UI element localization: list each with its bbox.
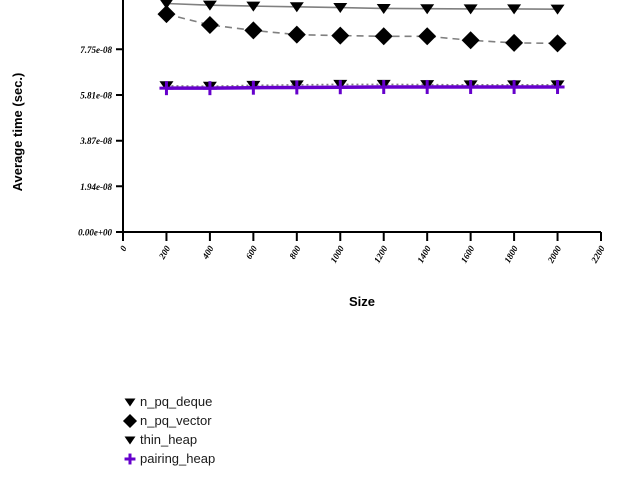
marker-plus	[333, 80, 348, 95]
marker-plus	[289, 80, 304, 95]
chart-legend: n_pq_deque n_pq_vector thin_heap pairing_he…	[122, 394, 216, 466]
marker-diamond	[374, 27, 393, 46]
marker-plus	[376, 79, 391, 94]
legend-label: n_pq_vector	[140, 413, 212, 428]
legend-item-n_pq_vector[interactable]: n_pq_vector	[122, 413, 212, 429]
marker-triangle-down	[289, 2, 304, 13]
y-axis-title: Average time (sec.)	[10, 73, 25, 192]
x-tick-label: 200	[156, 244, 172, 262]
marker-triangle-down	[507, 4, 522, 15]
x-tick-label: 1800	[502, 244, 520, 265]
x-tick-label: 1200	[372, 244, 390, 265]
marker-triangle-down	[124, 398, 136, 407]
marker-diamond	[244, 21, 263, 40]
series-line	[166, 13, 558, 45]
legend-item-thin_heap[interactable]: thin_heap	[124, 432, 198, 447]
y-tick-label: 3.87e-08	[79, 136, 112, 146]
marker-diamond	[287, 25, 306, 44]
marker-plus	[202, 81, 217, 96]
series-markers-n_pq_deque	[160, 0, 565, 15]
marker-triangle-down	[376, 3, 391, 14]
y-tick-label: 7.75e-08	[80, 45, 112, 55]
x-tick-label: 600	[244, 244, 260, 261]
legend-item-n_pq_deque[interactable]: n_pq_deque	[124, 394, 213, 409]
y-tick-label: 0.00e+00	[78, 228, 112, 238]
y-tick-label: 1.94e-08	[80, 182, 112, 192]
marker-triangle-down	[124, 436, 136, 445]
marker-plus	[550, 79, 565, 94]
series-line	[166, 85, 558, 90]
marker-diamond	[548, 34, 567, 53]
x-axis-title: Size	[349, 294, 375, 309]
series-markers-pairing_heap	[159, 79, 565, 96]
marker-diamond	[122, 413, 138, 429]
axes-group	[122, 0, 601, 233]
marker-diamond	[461, 31, 480, 50]
series-line	[166, 2, 558, 10]
marker-triangle-down	[160, 0, 173, 10]
x-tick-label: 1400	[415, 244, 433, 265]
series-n_pq_deque	[166, 2, 558, 10]
x-tick-label: 2200	[589, 244, 607, 266]
x-tick-label: 2000	[545, 244, 563, 266]
marker-triangle-down	[202, 0, 217, 11]
marker-triangle-down	[246, 1, 261, 12]
x-tick-label: 1000	[328, 244, 346, 265]
x-axis-ticks: 0 200 400 600 800 1000 1200 1400 1600 1800 2000 220…	[118, 232, 607, 265]
series-markers-n_pq_vector	[157, 5, 567, 53]
marker-triangle-down	[463, 4, 478, 15]
marker-plus	[246, 80, 261, 95]
marker-diamond	[331, 26, 350, 45]
marker-plus	[507, 79, 522, 94]
x-tick-label: 1600	[459, 244, 477, 265]
marker-diamond	[200, 15, 219, 34]
series-thin_heap	[166, 83, 558, 88]
y-tick-label: 5.81e-08	[80, 91, 112, 101]
marker-triangle-down	[420, 4, 435, 15]
marker-plus	[463, 79, 478, 94]
marker-plus	[124, 453, 136, 465]
data-series-layer	[157, 0, 567, 96]
marker-diamond	[505, 33, 524, 52]
legend-label: thin_heap	[140, 432, 197, 447]
x-tick-label: 400	[200, 244, 216, 262]
marker-triangle-down	[550, 4, 565, 15]
series-line	[166, 83, 558, 88]
marker-diamond	[418, 27, 437, 46]
marker-diamond	[157, 5, 176, 24]
y-axis-ticks: 0.00e+00 1.94e-08 3.87e-08 5.81e-08 7.75e-08	[78, 45, 123, 238]
x-tick-label: 800	[287, 244, 303, 261]
series-n_pq_vector	[166, 13, 558, 45]
marker-plus	[159, 81, 174, 96]
legend-label: pairing_heap	[140, 451, 215, 466]
marker-triangle-down	[333, 3, 348, 14]
legend-label: n_pq_deque	[140, 394, 212, 409]
legend-item-pairing_heap[interactable]: pairing_heap	[124, 451, 216, 466]
x-tick-label: 0	[118, 244, 129, 253]
series-pairing_heap	[166, 85, 558, 90]
marker-plus	[420, 79, 435, 94]
